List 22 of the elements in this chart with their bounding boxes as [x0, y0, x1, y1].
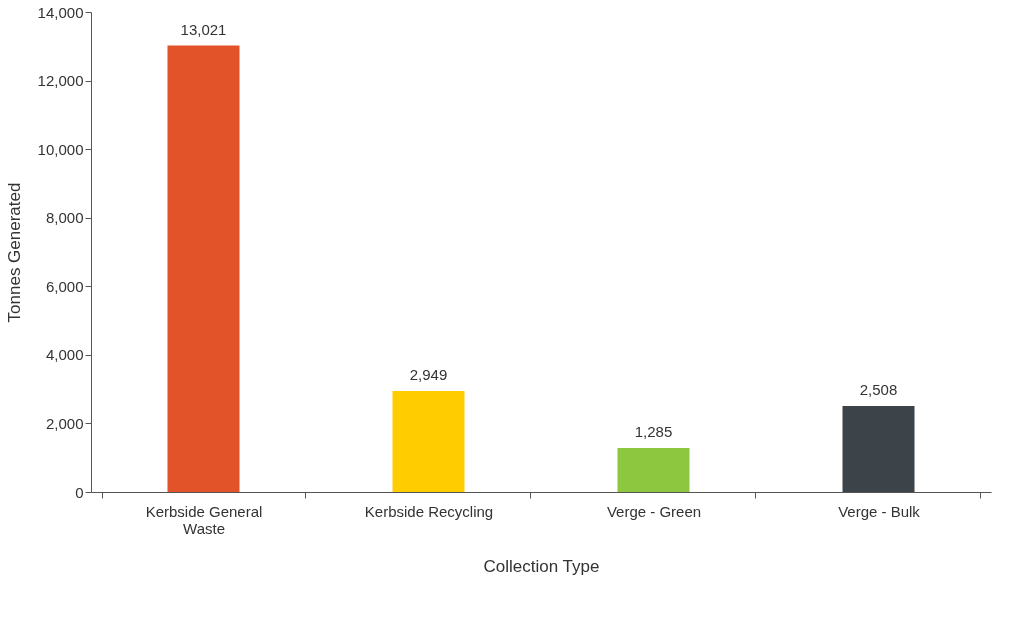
y-tick-label: 14,000 — [37, 3, 84, 21]
y-tick-label: 10,000 — [37, 140, 84, 158]
y-tick-label: 4,000 — [45, 346, 84, 364]
y-tick-label: 12,000 — [37, 72, 84, 90]
y-tick-label: 2,000 — [45, 414, 84, 432]
x-tick-label: Verge - Green — [606, 502, 702, 520]
x-tick-label: Kerbside General Waste — [145, 502, 263, 537]
data-label: 2,949 — [409, 365, 448, 383]
y-tick-label: 0 — [75, 483, 84, 501]
y-tick-label: 8,000 — [45, 209, 84, 227]
bar — [392, 390, 465, 492]
y-axis-title: Tonnes Generated — [4, 182, 24, 323]
bar — [617, 447, 690, 492]
data-label: 1,285 — [634, 422, 673, 440]
x-tick-label: Kerbside Recycling — [364, 502, 494, 520]
y-tick-label: 6,000 — [45, 277, 84, 295]
x-tick-label: Verge - Bulk — [838, 502, 921, 520]
data-label: 13,021 — [180, 20, 227, 38]
data-label: 2,508 — [859, 381, 898, 399]
bar — [842, 406, 915, 492]
x-axis-title: Collection Type — [483, 556, 600, 576]
bar — [167, 45, 240, 492]
